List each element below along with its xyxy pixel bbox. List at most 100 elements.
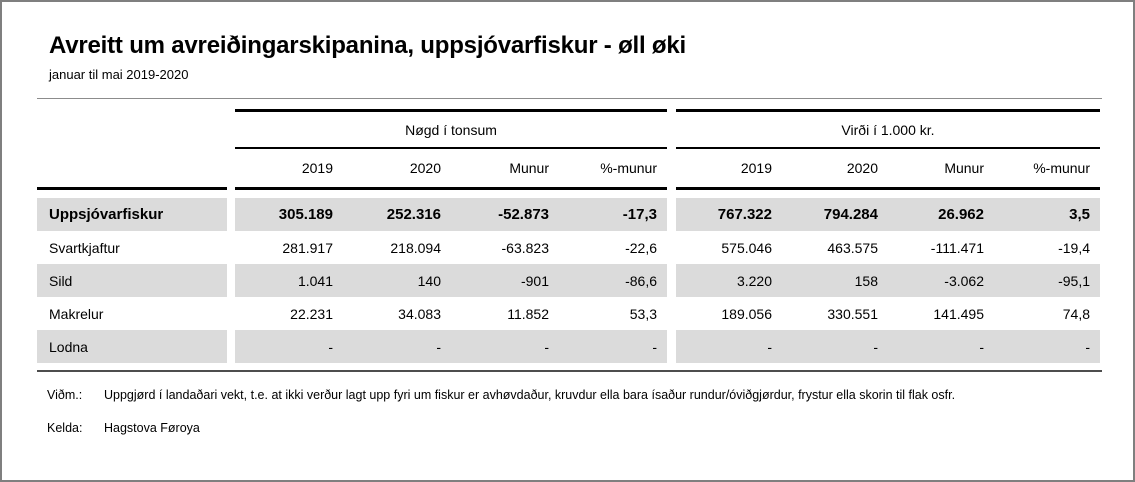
table-cell: 22.231: [290, 305, 333, 322]
table-cell: 26.962: [938, 206, 984, 223]
table-row-svartkjaftur: Svartkjaftur 281.917 218.094 -63.823 -22…: [37, 231, 1102, 264]
table-cell: -17,3: [622, 206, 657, 223]
table-cell: -: [652, 338, 657, 355]
group-header-tons: Nøgd í tonsum: [235, 109, 667, 149]
table-cell: -: [873, 338, 878, 355]
table-cell: -95,1: [1058, 272, 1090, 289]
row-label: Lodna: [37, 330, 227, 363]
table-cell: -111.471: [930, 239, 984, 256]
column-gutter: [667, 149, 676, 190]
table-cell: 575.046: [721, 239, 772, 256]
note-label: Viðm.:: [47, 388, 83, 402]
table-row-makrelur: Makrelur 22.231 34.083 11.852 53,3 189.0…: [37, 297, 1102, 330]
table-cell: 1.041: [297, 272, 333, 289]
table-group-header-row: Nøgd í tonsum Virði í 1.000 kr.: [37, 109, 1102, 149]
table-column-header-row: 2019 2020 Munur %-munur 2019 2020 Munur …: [37, 149, 1102, 190]
source-label: Kelda:: [47, 421, 83, 435]
column-header: %-munur: [600, 160, 657, 176]
row-label: Sild: [37, 264, 227, 297]
value-cells: - - - -: [676, 330, 1100, 363]
landings-table: Nøgd í tonsum Virði í 1.000 kr. 2019 202…: [37, 109, 1102, 372]
table-cell: 74,8: [1062, 305, 1090, 322]
column-header: Munur: [509, 160, 549, 176]
table-cell: 218.094: [390, 239, 441, 256]
group-header-spacer: [37, 109, 235, 149]
column-gutter: [667, 330, 676, 363]
column-header: 2019: [740, 160, 772, 176]
page-title: Avreitt um avreiðingarskipanina, uppsjóv…: [49, 32, 687, 59]
table-cell: 11.852: [507, 305, 549, 322]
row-label: Makrelur: [49, 305, 104, 322]
table-cell: 330.551: [827, 305, 878, 322]
table-cell: -: [767, 338, 772, 355]
column-header: 2019: [301, 160, 333, 176]
table-cell: 252.316: [386, 206, 441, 223]
footnotes: Viðm.: Uppgjørd í landaðari vekt, t.e. a…: [47, 388, 1133, 435]
table-cell: -3.062: [944, 272, 984, 289]
table-cell: 34.083: [398, 305, 441, 322]
source-text: Hagstova Føroya: [104, 421, 200, 435]
table-cell: -63.823: [501, 239, 549, 256]
tons-cells: 22.231 34.083 11.852 53,3: [235, 297, 667, 330]
page-subtitle: januar til mai 2019-2020: [49, 67, 189, 82]
table-cell: 3.220: [736, 272, 772, 289]
column-gutter: [227, 149, 235, 190]
table-cell: 141.495: [933, 305, 984, 322]
tons-cells: - - - -: [235, 330, 667, 363]
value-cells: 575.046 463.575 -111.471 -19,4: [676, 231, 1100, 264]
column-gutter: [227, 330, 235, 363]
value-cells: 767.322 794.284 26.962 3,5: [676, 198, 1100, 231]
table-cell: -22,6: [625, 239, 657, 256]
column-gutter: [667, 198, 676, 231]
column-gutter: [667, 264, 676, 297]
tons-cells: 1.041 140 -901 -86,6: [235, 264, 667, 297]
table-cell: 158: [854, 272, 878, 289]
table-cell: 794.284: [823, 206, 878, 223]
table-cell: -: [436, 338, 441, 355]
value-cells: 189.056 330.551 141.495 74,8: [676, 297, 1100, 330]
column-gutter: [667, 109, 676, 149]
table-cell: -: [979, 338, 984, 355]
column-gutter: [227, 198, 235, 231]
table-cell: 281.917: [282, 239, 333, 256]
table-cell: 53,3: [629, 305, 657, 322]
table-cell: -901: [520, 272, 549, 289]
row-label: Svartkjaftur: [49, 239, 120, 256]
table-cell: 463.575: [827, 239, 878, 256]
table-cell: -: [328, 338, 333, 355]
group-header-value: Virði í 1.000 kr.: [676, 109, 1100, 149]
table-row-lodna: Lodna - - - - - - - -: [37, 330, 1102, 363]
table-row-total-uppsjovarfiskur: Uppsjóvarfiskur 305.189 252.316 -52.873 …: [37, 198, 1102, 231]
column-gutter: [667, 297, 676, 330]
table-cell: 767.322: [717, 206, 772, 223]
tons-cells: 305.189 252.316 -52.873 -17,3: [235, 198, 667, 231]
table-cell: 3,5: [1069, 206, 1090, 223]
table-row-sild: Sild 1.041 140 -901 -86,6 3.220 158 -3.0…: [37, 264, 1102, 297]
note-text: Uppgjørd í landaðari vekt, t.e. at ikki …: [104, 388, 956, 402]
tons-cells: 281.917 218.094 -63.823 -22,6: [235, 231, 667, 264]
table-cell: -: [1085, 338, 1090, 355]
value-column-headers: 2019 2020 Munur %-munur: [676, 149, 1100, 190]
table-cell: -52.873: [498, 206, 549, 223]
column-gutter: [227, 231, 235, 264]
table-cell: -86,6: [625, 272, 657, 289]
table-bottom-divider: [37, 370, 1102, 372]
column-gutter: [227, 297, 235, 330]
table-cell: 189.056: [721, 305, 772, 322]
column-header: 2020: [846, 160, 878, 176]
table-cell: -: [544, 338, 549, 355]
header-divider: [37, 98, 1102, 99]
table-cell: 140: [417, 272, 441, 289]
column-gutter: [667, 231, 676, 264]
column-header: Munur: [944, 160, 984, 176]
table-cell: 305.189: [278, 206, 333, 223]
column-header: 2020: [409, 160, 441, 176]
row-label: Uppsjóvarfiskur: [37, 198, 227, 231]
column-header: %-munur: [1033, 160, 1090, 176]
table-cell: -19,4: [1058, 239, 1090, 256]
tons-column-headers: 2019 2020 Munur %-munur: [235, 149, 667, 190]
value-cells: 3.220 158 -3.062 -95,1: [676, 264, 1100, 297]
column-gutter: [227, 264, 235, 297]
header-body-gap: [37, 190, 1102, 198]
